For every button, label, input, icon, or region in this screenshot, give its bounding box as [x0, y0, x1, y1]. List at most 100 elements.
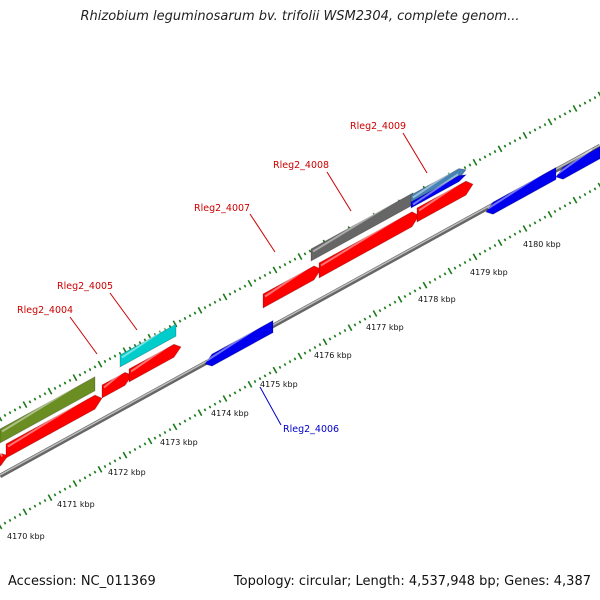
upper-track-minor-tick [28, 400, 32, 404]
scale-label: 4180 kbp [523, 240, 561, 249]
lower-track-minor-tick [163, 431, 167, 434]
lower-track-minor-tick [128, 450, 132, 454]
lower-track-minor-tick [283, 363, 287, 366]
cds-reverse-3[interactable] [555, 146, 600, 180]
cds-forward-2[interactable] [5, 392, 103, 459]
upper-track-major-tick [522, 131, 528, 139]
upper-track-minor-tick [53, 386, 57, 390]
lower-track-minor-tick [53, 493, 57, 497]
upper-track-minor-tick [533, 128, 537, 132]
cds-forward-5[interactable] [262, 263, 322, 309]
lower-tick-track [0, 182, 600, 530]
gene-label-rleg2_4008[interactable]: Rleg2_4008 [273, 160, 329, 171]
upper-track-major-tick [197, 306, 203, 314]
upper-track-major-tick [222, 293, 228, 301]
upper-track-major-tick [72, 374, 78, 382]
lower-track-major-tick [497, 239, 503, 247]
lower-track-minor-tick [513, 232, 517, 236]
lower-track-major-tick [422, 281, 428, 289]
upper-track-minor-tick [278, 265, 282, 269]
cds-forward-3[interactable] [101, 370, 133, 399]
gene-label-rleg2_4005[interactable]: Rleg2_4005 [57, 281, 113, 292]
label-layer: 4170 kbp 4171 kbp 4172 kbp 4173 kbp 4174 kbp… [7, 121, 561, 541]
lower-track-minor-tick [83, 476, 87, 480]
feature-track [0, 146, 600, 467]
upper-track-minor-tick [553, 117, 557, 121]
lower-track-major-tick [372, 310, 378, 317]
lower-track-minor-tick [313, 346, 317, 349]
upper-track-minor-tick [543, 123, 547, 127]
scale-label: 4175 kbp [260, 380, 298, 389]
upper-track-minor-tick [163, 327, 167, 331]
upper-track-minor-tick [578, 104, 582, 108]
lower-track-minor-tick [228, 394, 232, 398]
scale-label: 4179 kbp [470, 268, 508, 277]
lower-track-minor-tick [213, 402, 217, 406]
upper-track-minor-tick [493, 150, 497, 154]
upper-track-minor-tick [138, 341, 142, 345]
upper-track-minor-tick [68, 378, 72, 382]
lower-track-minor-tick [103, 465, 107, 468]
lower-track-major-tick [97, 465, 103, 473]
lower-track-major-tick [0, 524, 3, 530]
lower-track-minor-tick [343, 329, 347, 332]
cds-forward-4[interactable] [128, 342, 182, 383]
gene-label-rleg2_4009[interactable]: Rleg2_4009 [350, 121, 406, 132]
lower-track-major-tick [347, 324, 353, 332]
lower-track-minor-tick [388, 303, 392, 307]
lower-track-minor-tick [238, 388, 242, 392]
upper-track-minor-tick [538, 125, 542, 129]
upper-track-minor-tick [218, 298, 222, 302]
cds-reverse-2[interactable] [485, 166, 557, 215]
scale-label: 4173 kbp [160, 438, 198, 447]
upper-track-minor-tick [58, 384, 62, 388]
cds-reverse-1[interactable] [204, 319, 274, 367]
lower-track-minor-tick [3, 521, 7, 525]
lower-track-minor-tick [58, 490, 62, 494]
feature-blue-small[interactable] [410, 173, 468, 209]
leader-line [69, 316, 98, 355]
lower-track-minor-tick [538, 218, 542, 222]
lower-track-major-tick [47, 494, 53, 502]
feature-cyan[interactable] [119, 323, 177, 368]
upper-track-minor-tick [503, 144, 507, 148]
gene-label-rleg2_4007[interactable]: Rleg2_4007 [194, 203, 250, 214]
lower-track-minor-tick [508, 235, 512, 239]
lower-track-minor-tick [8, 518, 12, 522]
upper-track-major-tick [597, 91, 600, 97]
upper-track-major-tick [172, 320, 178, 328]
map-title: Rhizobium leguminosarum bv. trifolii WSM… [80, 9, 520, 24]
lower-track-minor-tick [88, 473, 92, 477]
lower-track-minor-tick [543, 215, 547, 219]
upper-track-minor-tick [303, 252, 307, 256]
lower-track-minor-tick [258, 377, 262, 381]
lower-track-minor-tick [438, 275, 442, 279]
lower-track-minor-tick [518, 229, 522, 233]
upper-track-minor-tick [193, 311, 197, 315]
lower-track-minor-tick [243, 385, 247, 389]
feature-olive[interactable] [0, 376, 96, 444]
gene-label-rleg2_4004[interactable]: Rleg2_4004 [17, 305, 73, 316]
feature-gray[interactable] [310, 192, 414, 262]
gene-label-rleg2_4006[interactable]: Rleg2_4006 [283, 424, 339, 435]
lower-track-major-tick [272, 366, 278, 374]
lower-track-minor-tick [363, 317, 367, 321]
scale-label: 4171 kbp [57, 500, 95, 509]
lower-track-minor-tick [558, 207, 562, 211]
lower-track-minor-tick [338, 331, 342, 335]
lower-track-minor-tick [403, 295, 407, 298]
cds-forward-6[interactable] [318, 209, 420, 279]
lower-track-minor-tick [268, 371, 272, 375]
lower-track-minor-tick [263, 374, 267, 378]
lower-track-major-tick [447, 267, 453, 275]
upper-track-minor-tick [188, 314, 192, 318]
lower-track-major-tick [22, 508, 28, 516]
cds-forward-7[interactable] [416, 178, 474, 223]
upper-track-minor-tick [463, 166, 467, 170]
lower-track-major-tick [597, 182, 600, 188]
lower-track-minor-tick [63, 487, 67, 491]
lower-track-minor-tick [38, 501, 42, 505]
upper-track-minor-tick [308, 249, 312, 253]
lower-track-minor-tick [218, 399, 222, 403]
lower-track-minor-tick [378, 309, 382, 313]
